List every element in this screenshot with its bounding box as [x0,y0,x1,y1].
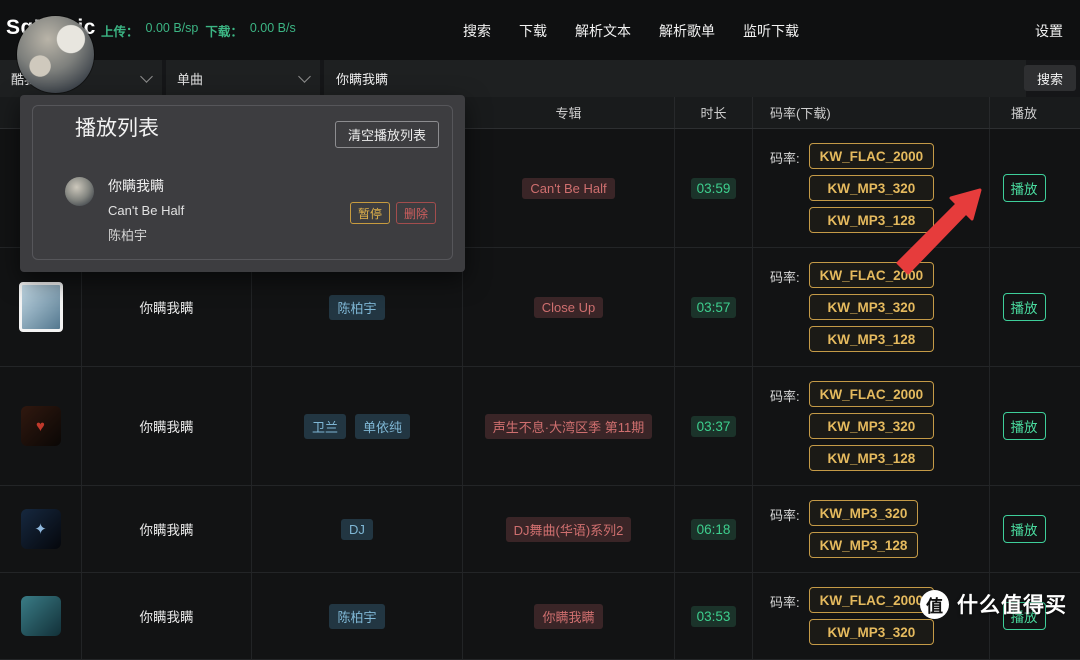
bitrate-list: KW_FLAC_2000 KW_MP3_320 KW_MP3_128 [808,262,935,352]
artist-cell: 卫兰 单依纯 [252,367,463,485]
header-duration: 时长 [675,97,753,128]
nav-item-parse-text[interactable]: 解析文本 [575,23,631,39]
duration-tag: 03:59 [690,177,737,199]
clear-playlist-button[interactable]: 清空播放列表 [334,121,439,148]
bitrate-button[interactable]: KW_FLAC_2000 [808,587,935,613]
nav-item-monitor-download[interactable]: 监听下载 [743,23,799,39]
bitrate-list: KW_FLAC_2000 KW_MP3_320 KW_MP3_128 [808,381,935,471]
bitrate-list: KW_MP3_320 KW_MP3_128 [808,500,919,558]
album-cover [18,282,63,332]
table-row: ✦ 你瞒我瞒 DJ DJ舞曲(华语)系列2 06:18 码率: KW_MP3_3… [0,486,1080,573]
bitrate-button[interactable]: KW_MP3_320 [808,294,935,320]
bitrate-label: 码率: [770,270,800,285]
duration-tag: 03:37 [690,415,737,437]
header-album: 专辑 [463,97,675,128]
album-cover: ♥ [20,406,61,446]
playlist-title: 播放列表 [75,117,159,140]
duration-tag: 06:18 [690,518,737,540]
bitrate-button[interactable]: KW_FLAC_2000 [808,143,935,169]
type-select-value: 单曲 [177,72,204,87]
bitrate-button[interactable]: KW_MP3_128 [808,445,935,471]
bitrate-button[interactable]: KW_MP3_320 [808,500,919,526]
bitrate-button[interactable]: KW_MP3_128 [808,532,919,558]
playlist-panel-border [32,105,453,260]
playlist-song-artist: 陈柏宇 [108,228,148,243]
artist-cell: 陈柏宇 [252,573,463,659]
header-bitrate: 码率(下载) [753,97,990,128]
album-tag: DJ舞曲(华语)系列2 [505,516,632,542]
song-title: 你瞒我瞒 [139,610,194,625]
song-title: 你瞒我瞒 [139,523,194,538]
play-button[interactable]: 播放 [1002,174,1046,202]
pause-button[interactable]: 暂停 [350,202,391,224]
artist-tag: DJ [341,518,373,540]
bitrate-list: KW_FLAC_2000 KW_MP3_320 [808,587,935,645]
bitrate-button[interactable]: KW_MP3_128 [808,207,935,233]
table-row: 你瞒我瞒 陈柏宇 你瞒我瞒 03:53 码率: KW_FLAC_2000 KW_M… [0,573,1080,660]
search-input[interactable] [324,60,1026,97]
nav-item-search[interactable]: 搜索 [463,23,491,39]
chevron-down-icon [298,70,311,83]
song-title: 你瞒我瞒 [139,301,194,316]
artist-cell: DJ [252,486,463,572]
bitrate-list: KW_FLAC_2000 KW_MP3_320 KW_MP3_128 [808,143,935,233]
artist-tag: 陈柏宇 [329,603,385,629]
play-button[interactable]: 播放 [1002,515,1046,543]
bitrate-button[interactable]: KW_MP3_320 [808,413,935,439]
duration-tag: 03:53 [690,605,737,627]
bitrate-button[interactable]: KW_MP3_320 [808,175,935,201]
album-tag: Close Up [533,296,604,318]
upload-speed-value: 0.00 B/sp [145,21,199,35]
album-tag: 声生不息·大湾区季 第11期 [484,413,653,439]
download-speed-value: 0.00 B/s [249,21,296,35]
artist-tag: 卫兰 [303,413,346,439]
main-nav: 搜索 下载 解析文本 解析歌单 监听下载 [463,21,799,41]
album-cover: ✦ [20,509,61,549]
delete-button[interactable]: 删除 [396,202,437,224]
play-button[interactable]: 播放 [1002,412,1046,440]
album-tag: Can't Be Half [522,177,615,199]
bitrate-button[interactable]: KW_FLAC_2000 [808,381,935,407]
playlist-song-title: 你瞒我瞒 [108,178,164,194]
duration-tag: 03:57 [690,296,737,318]
artist-cell: 陈柏宇 [252,248,463,366]
type-select[interactable]: 单曲 [166,60,320,97]
playlist-song-cover [65,177,94,206]
song-title: 你瞒我瞒 [139,420,194,435]
bitrate-button[interactable]: KW_MP3_320 [808,619,935,645]
bitrate-label: 码率: [770,151,800,166]
search-button[interactable]: 搜索 [1023,65,1076,91]
play-button[interactable]: 播放 [1002,293,1046,321]
download-speed-label: 下载： [205,25,243,39]
smzdm-logo-icon: 值 [920,589,949,619]
watermark: 值 什么值得买 [920,589,1067,619]
nav-item-download[interactable]: 下载 [519,23,547,39]
artist-tag: 单依纯 [355,413,411,439]
album-cover [20,596,61,636]
transfer-speed: 上传： 0.00 B/sp 下载： 0.00 B/s [101,21,296,40]
user-avatar [17,16,94,93]
upload-speed-label: 上传： [101,25,139,39]
table-row: ♥ 你瞒我瞒 卫兰 单依纯 声生不息·大湾区季 第11期 03:37 码率: KW… [0,367,1080,486]
bitrate-button[interactable]: KW_MP3_128 [808,326,935,352]
playlist-song-album: Can't Be Half [108,203,185,218]
album-tag: 你瞒我瞒 [534,603,603,629]
artist-tag: 陈柏宇 [329,294,385,320]
watermark-text: 什么值得买 [957,594,1067,617]
bitrate-label: 码率: [770,389,800,404]
playlist-panel: 播放列表 清空播放列表 你瞒我瞒 Can't Be Half 陈柏宇 暂停 删除 [20,95,465,272]
bitrate-label: 码率: [770,595,800,610]
top-bar: SqMusic 上传：0.00 B/sp 下载：0.00 B/s 搜索 下载 解… [0,0,1080,60]
bitrate-label: 码率: [770,508,800,523]
header-play: 播放 [1010,106,1037,121]
filter-bar: 酷我 单曲 搜索 [0,60,1080,97]
nav-item-settings[interactable]: 设置 [1035,23,1063,39]
chevron-down-icon [140,70,153,83]
nav-item-parse-playlist[interactable]: 解析歌单 [659,23,715,39]
bitrate-button[interactable]: KW_FLAC_2000 [808,262,935,288]
